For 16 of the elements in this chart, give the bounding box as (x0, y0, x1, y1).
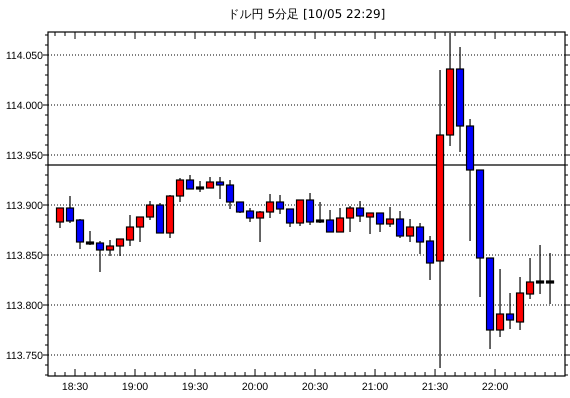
x-tick-label: 21:00 (362, 381, 388, 393)
x-tick-label: 18:30 (62, 381, 88, 393)
y-tick-label: 113.750 (6, 350, 44, 362)
x-tick-label: 20:00 (242, 381, 268, 393)
y-tick-label: 113.800 (6, 300, 44, 312)
y-tick-label: 113.850 (6, 250, 44, 262)
x-tick-label: 21:30 (422, 381, 448, 393)
x-tick-label: 19:30 (182, 381, 208, 393)
x-tick-label: 19:00 (122, 381, 148, 393)
x-tick-label: 20:30 (302, 381, 328, 393)
x-tick-label: 22:00 (482, 381, 508, 393)
y-tick-label: 114.000 (6, 100, 44, 112)
title: ドル円 5分足 [10/05 22:29] (228, 7, 386, 21)
y-tick-label: 113.900 (6, 200, 44, 212)
y-tick-label: 113.950 (6, 150, 44, 162)
y-tick-label: 114.050 (6, 50, 44, 62)
